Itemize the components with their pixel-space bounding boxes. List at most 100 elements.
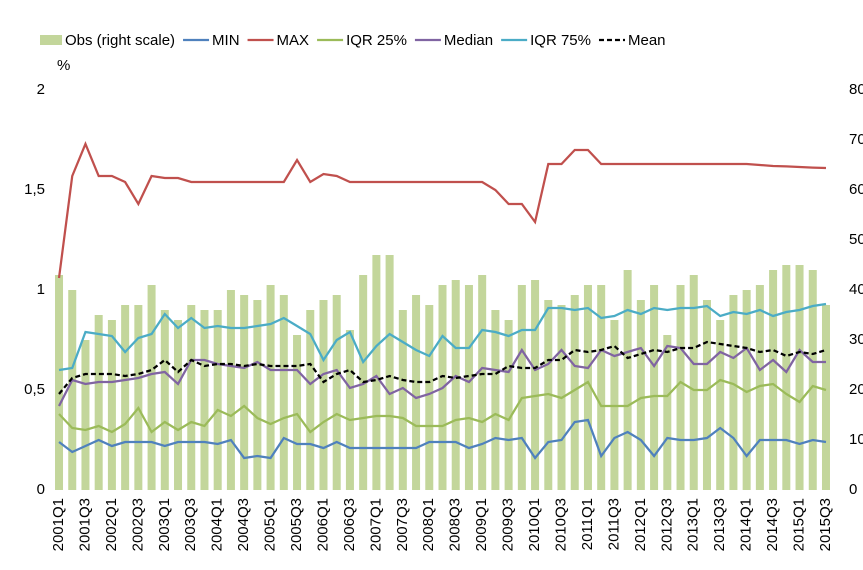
x-tick-label: 2012Q1 bbox=[632, 498, 649, 551]
legend-label: IQR 75% bbox=[530, 32, 591, 49]
x-tick-label: 2011Q3 bbox=[605, 498, 622, 550]
bar bbox=[293, 335, 302, 490]
bar bbox=[160, 310, 169, 490]
x-tick-label: 2011Q1 bbox=[579, 498, 596, 550]
bar bbox=[504, 320, 513, 490]
bar bbox=[663, 335, 672, 490]
x-tick-label: 2008Q1 bbox=[420, 498, 437, 551]
bar bbox=[147, 285, 156, 490]
bar bbox=[306, 310, 315, 490]
x-tick-label: 2007Q3 bbox=[394, 498, 411, 551]
line bbox=[58, 344, 826, 407]
bar bbox=[795, 265, 804, 490]
bar bbox=[253, 300, 262, 490]
legend-swatch bbox=[40, 35, 62, 45]
y2-tick-label: 20 bbox=[849, 381, 863, 398]
bar bbox=[517, 285, 526, 490]
x-tick-label: 2010Q3 bbox=[552, 498, 569, 551]
bar bbox=[702, 300, 711, 490]
x-tick-label: 2006Q1 bbox=[314, 498, 331, 551]
y-tick-label: 2 bbox=[37, 81, 45, 98]
y2-tick-label: 40 bbox=[849, 281, 863, 298]
x-tick-label: 2012Q3 bbox=[658, 498, 675, 551]
bar bbox=[240, 295, 249, 490]
bar bbox=[425, 305, 434, 490]
bar bbox=[742, 290, 751, 490]
line bbox=[58, 378, 827, 434]
x-tick-label: 2014Q3 bbox=[764, 498, 781, 551]
x-tick-label: 2009Q1 bbox=[473, 498, 490, 551]
y-tick-label: 0 bbox=[37, 481, 45, 498]
bar bbox=[266, 285, 275, 490]
bar bbox=[478, 275, 487, 490]
legend-label: IQR 25% bbox=[346, 32, 407, 49]
x-tick-label: 2015Q3 bbox=[817, 498, 834, 551]
x-tick-label: 2004Q1 bbox=[209, 498, 226, 551]
bar bbox=[68, 290, 77, 490]
x-tick-label: 2004Q3 bbox=[235, 498, 252, 551]
bar bbox=[623, 270, 632, 490]
line bbox=[58, 340, 827, 395]
bar bbox=[226, 290, 235, 490]
x-tick-label: 2003Q1 bbox=[156, 498, 173, 551]
bar bbox=[821, 305, 830, 490]
bar bbox=[412, 295, 421, 490]
bar bbox=[385, 255, 394, 490]
y2-tick-label: 30 bbox=[849, 331, 863, 348]
bar bbox=[716, 320, 725, 490]
x-tick-label: 2001Q1 bbox=[50, 498, 67, 551]
y2-tick-label: 80 bbox=[849, 81, 863, 98]
legend-label: Mean bbox=[628, 32, 666, 49]
x-tick-label: 2014Q1 bbox=[738, 498, 755, 551]
bar bbox=[55, 275, 64, 490]
bar bbox=[134, 305, 143, 490]
line bbox=[58, 302, 827, 372]
bar bbox=[279, 295, 288, 490]
bar bbox=[319, 300, 328, 490]
bar bbox=[451, 280, 460, 490]
bar bbox=[491, 310, 500, 490]
bar bbox=[174, 320, 183, 490]
x-tick-label: 2007Q1 bbox=[367, 498, 384, 551]
x-tick-label: 2001Q3 bbox=[76, 498, 93, 551]
y-tick-label: 1,5 bbox=[24, 181, 45, 198]
x-tick-label: 2002Q1 bbox=[103, 498, 120, 551]
bar bbox=[121, 305, 130, 490]
bar bbox=[755, 285, 764, 490]
legend-label: Median bbox=[444, 32, 493, 49]
bar bbox=[81, 340, 90, 490]
y2-tick-label: 60 bbox=[849, 181, 863, 198]
bar bbox=[570, 295, 579, 490]
y2-tick-label: 10 bbox=[849, 431, 863, 448]
line bbox=[58, 418, 827, 460]
bar bbox=[689, 275, 698, 490]
y-tick-label: 0,5 bbox=[24, 381, 45, 398]
bar bbox=[636, 300, 645, 490]
x-tick-label: 2010Q1 bbox=[526, 498, 543, 551]
line bbox=[57, 141, 827, 279]
legend-label: MIN bbox=[212, 32, 240, 49]
x-tick-label: 2005Q3 bbox=[288, 498, 305, 551]
bar bbox=[808, 270, 817, 490]
bar bbox=[650, 285, 659, 490]
bar bbox=[332, 295, 341, 490]
y2-tick-label: 50 bbox=[849, 231, 863, 248]
y2-tick-label: 70 bbox=[849, 131, 863, 148]
bar bbox=[676, 285, 685, 490]
bar bbox=[94, 315, 103, 490]
bar bbox=[107, 320, 116, 490]
bar bbox=[729, 295, 738, 490]
bar bbox=[200, 310, 209, 490]
y-tick-label: 1 bbox=[37, 281, 45, 298]
x-tick-label: 2005Q1 bbox=[262, 498, 279, 551]
y2-tick-label: 0 bbox=[849, 481, 857, 498]
x-tick-label: 2013Q1 bbox=[685, 498, 702, 551]
x-tick-label: 2002Q3 bbox=[129, 498, 146, 551]
bar bbox=[597, 285, 606, 490]
x-tick-label: 2015Q1 bbox=[791, 498, 808, 551]
x-tick-label: 2008Q3 bbox=[447, 498, 464, 551]
bar bbox=[345, 330, 354, 490]
x-tick-label: 2003Q3 bbox=[182, 498, 199, 551]
bar bbox=[531, 280, 540, 490]
